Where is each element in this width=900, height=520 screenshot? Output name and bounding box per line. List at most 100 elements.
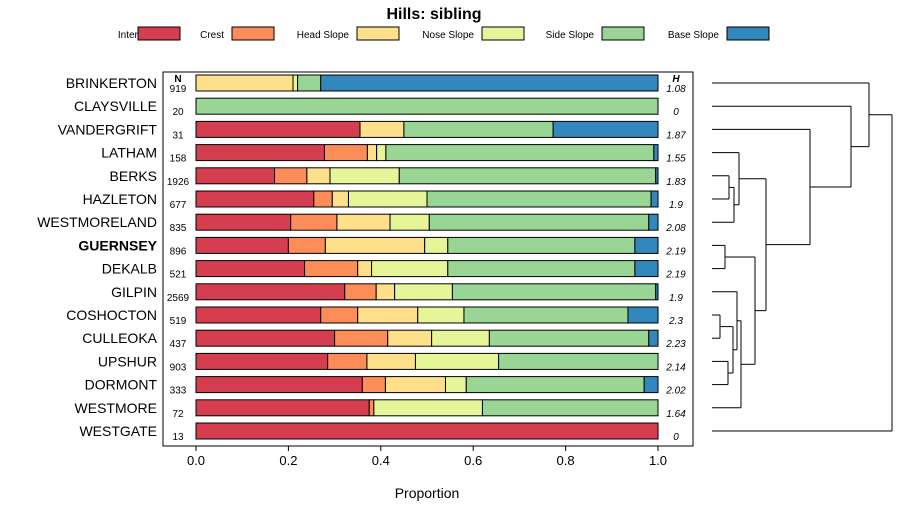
bar-segment — [360, 121, 404, 137]
row-n: 72 — [172, 409, 184, 420]
bar-segment — [324, 145, 367, 161]
legend-swatch — [727, 27, 769, 40]
bar-segment — [196, 145, 324, 161]
row-n: 158 — [170, 154, 187, 165]
bar-segment — [196, 214, 291, 230]
bar-segment — [649, 330, 658, 346]
bar-segment — [325, 237, 424, 253]
bar-segment — [196, 353, 328, 369]
bar-segment — [332, 191, 348, 207]
row-label: LATHAM — [101, 145, 157, 161]
row-h: 2.02 — [665, 386, 686, 397]
bar-segment — [288, 237, 325, 253]
bar-segment — [425, 237, 448, 253]
bar-segment — [635, 261, 658, 277]
bar-segment — [654, 145, 658, 161]
legend-label: Nose Slope — [422, 30, 474, 41]
row-h: 2.14 — [665, 362, 686, 373]
bar-segment — [305, 261, 358, 277]
row-label: CLAYSVILLE — [74, 98, 157, 114]
row-h: 1.83 — [666, 177, 686, 188]
bar-segment — [314, 191, 332, 207]
bar-segment — [358, 261, 372, 277]
row-n: 13 — [172, 432, 184, 443]
bar-segment — [628, 307, 658, 323]
bar-segment — [482, 400, 658, 416]
legend-swatch — [232, 27, 274, 40]
legend-swatch — [357, 27, 399, 40]
bar-segment — [367, 145, 376, 161]
bar-segment — [464, 307, 628, 323]
row-label: DORMONT — [85, 377, 158, 393]
bar-segment — [427, 191, 651, 207]
x-axis-label: Proportion — [395, 485, 460, 501]
row-n: 437 — [170, 339, 187, 350]
bar-segment — [429, 214, 648, 230]
bar-segment — [348, 191, 427, 207]
bar-segment — [399, 168, 655, 184]
bar-segment — [553, 121, 658, 137]
bar-segment — [415, 353, 498, 369]
legend-label: Base Slope — [668, 30, 720, 41]
bar-segment — [293, 75, 298, 91]
bar-segment — [635, 237, 658, 253]
row-h: 1.87 — [666, 130, 686, 141]
row-n: 20 — [172, 107, 184, 118]
bar-segment — [196, 400, 369, 416]
row-h: 2.08 — [665, 223, 686, 234]
x-tick-label: 0.6 — [464, 453, 482, 468]
h-header: H — [672, 74, 680, 85]
bar-segment — [404, 121, 553, 137]
row-n: 31 — [172, 130, 184, 141]
bar-segment — [395, 284, 453, 300]
bar-segment — [374, 400, 483, 416]
row-label: WESTGATE — [79, 423, 157, 439]
row-h: 0 — [673, 432, 679, 443]
bar-segment — [377, 145, 386, 161]
x-tick-label: 0.2 — [279, 453, 297, 468]
bar-segment — [386, 145, 654, 161]
x-tick-label: 0.8 — [557, 453, 575, 468]
row-label: WESTMORELAND — [37, 214, 157, 230]
bar-segment — [196, 98, 658, 114]
n-header: N — [174, 74, 181, 85]
bar-segment — [651, 191, 658, 207]
bar-segment — [328, 353, 367, 369]
bar-segment — [452, 284, 655, 300]
row-h: 1.9 — [669, 200, 683, 211]
row-label: GUERNSEY — [78, 237, 157, 253]
bar-segment — [196, 75, 293, 91]
bar-segment — [372, 261, 448, 277]
row-label: VANDERGRIFT — [58, 121, 158, 137]
x-tick-label: 0.0 — [187, 453, 205, 468]
bar-segment — [337, 214, 390, 230]
bar-segment — [196, 168, 275, 184]
row-n: 677 — [170, 200, 187, 211]
row-n: 835 — [170, 223, 187, 234]
bar-segment — [196, 307, 321, 323]
bar-segment — [196, 284, 345, 300]
bar-segment — [418, 307, 464, 323]
legend-label: Head Slope — [297, 30, 350, 41]
row-h: 1.64 — [666, 409, 686, 420]
row-h: 2.19 — [665, 270, 686, 281]
bar-segment — [448, 237, 635, 253]
bar-segment — [196, 330, 335, 346]
row-label: UPSHUR — [98, 353, 157, 369]
row-h: 2.3 — [668, 316, 683, 327]
bar-segment — [376, 284, 394, 300]
row-n: 1926 — [167, 177, 190, 188]
bar-segment — [369, 400, 374, 416]
bar-segment — [275, 168, 307, 184]
row-n: 333 — [170, 386, 187, 397]
legend-label: Side Slope — [546, 30, 595, 41]
row-n: 2569 — [167, 293, 190, 304]
legend-label: Crest — [200, 30, 224, 41]
legend-swatch — [602, 27, 644, 40]
bar-segment — [362, 377, 385, 393]
bar-segment — [388, 330, 432, 346]
bar-segment — [196, 261, 305, 277]
row-label: HAZLETON — [83, 191, 157, 207]
row-n: 919 — [170, 84, 187, 95]
